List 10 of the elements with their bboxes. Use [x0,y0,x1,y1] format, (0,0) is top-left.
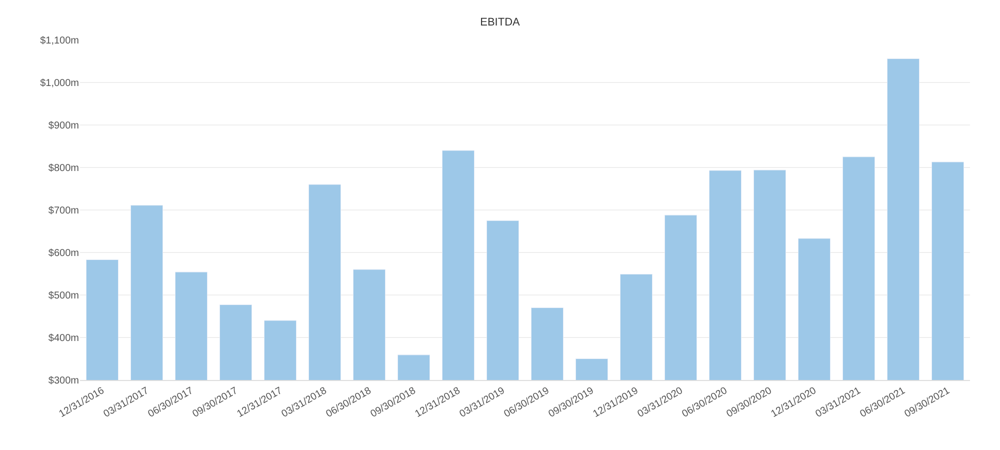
y-tick-label: $800m [48,163,79,174]
y-tick-label: $1,000m [40,78,79,89]
y-tick-label: $600m [48,248,79,259]
y-tick-label: $300m [48,376,79,386]
y-tick-label: $400m [48,333,79,344]
y-tick-label: $900m [48,120,79,132]
chart-title: EBITDA [480,16,521,29]
y-tick-label: $1,100m [40,36,79,46]
y-tick-label: $500m [48,290,79,302]
y-tick-label: $700m [48,206,79,216]
